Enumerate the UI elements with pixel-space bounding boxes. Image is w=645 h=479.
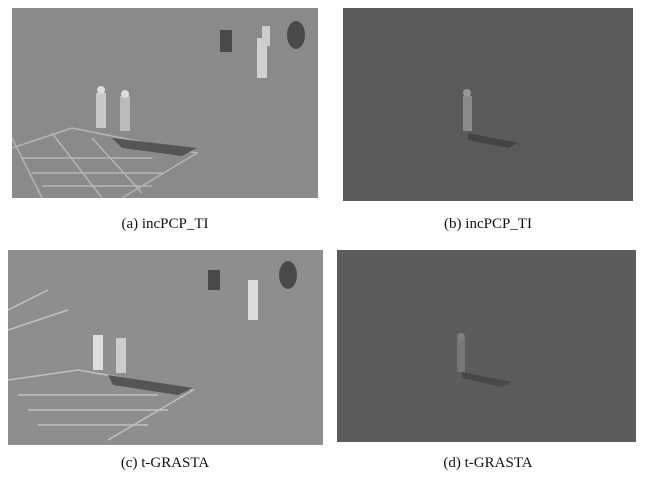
caption: (b) incPCP_TI xyxy=(328,216,645,233)
caption: (a) incPCP_TI xyxy=(5,216,325,233)
caption: (c) t-GRASTA xyxy=(5,455,325,472)
caption: (d) t-GRASTA xyxy=(328,455,645,472)
figure-page: {"panels": [ {"caption": "(a) incPCP_TI"… xyxy=(0,0,645,479)
image-d xyxy=(337,250,636,442)
image-a xyxy=(12,8,318,198)
image-c xyxy=(8,250,323,445)
image-b xyxy=(343,8,633,201)
